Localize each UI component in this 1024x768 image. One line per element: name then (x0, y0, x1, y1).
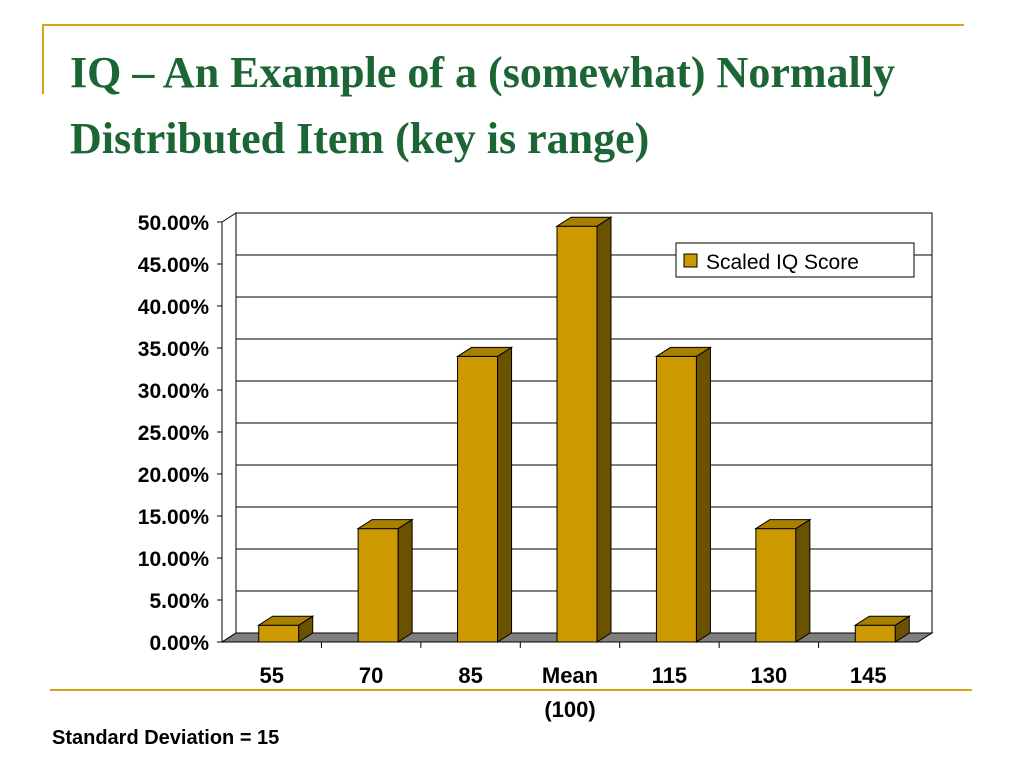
bar (457, 355, 499, 643)
bar-top (853, 615, 911, 626)
bar-top (555, 216, 613, 227)
bar (258, 624, 300, 643)
y-tick-label: 50.00% (138, 212, 210, 235)
left-accent-line (42, 24, 44, 94)
bar (755, 528, 797, 643)
slide-title: IQ – An Example of a (somewhat) Normally… (70, 48, 895, 163)
legend-label: Scaled IQ Score (706, 251, 859, 274)
x-tick-label: 55 (259, 663, 283, 688)
bar-top (257, 615, 315, 626)
footnote: Standard Deviation = 15 (52, 727, 280, 749)
legend-swatch (683, 253, 698, 268)
y-tick-label: 5.00% (149, 590, 209, 613)
y-tick-label: 25.00% (138, 422, 210, 445)
bar-side (795, 518, 811, 643)
legend-box (675, 242, 915, 278)
bar (357, 528, 399, 643)
bar-top (754, 519, 812, 530)
bar (556, 225, 598, 643)
bar-top (356, 519, 414, 530)
x-tick-label: 130 (750, 663, 787, 688)
bar-top (654, 346, 713, 357)
bar (854, 624, 896, 643)
y-tick-label: 45.00% (138, 254, 210, 277)
y-tick-label: 10.00% (138, 548, 210, 571)
y-tick-label: 30.00% (138, 380, 210, 403)
y-tick-label: 0.00% (149, 632, 209, 655)
bottom-accent-line (50, 689, 972, 691)
y-tick-label: 15.00% (138, 506, 210, 529)
y-tick-label: 20.00% (138, 464, 210, 487)
bar-side (397, 518, 413, 643)
x-tick-label: 145 (850, 663, 887, 688)
bar-side (596, 216, 612, 643)
x-tick-label: 115 (652, 663, 688, 688)
y-tick-label: 35.00% (138, 338, 210, 361)
x-tick-label: 85 (458, 663, 482, 688)
y-tick-label: 40.00% (138, 296, 210, 319)
top-accent-line (42, 24, 964, 26)
bar-top (455, 346, 514, 357)
x-tick-label: Mean (542, 663, 598, 688)
x-tick-label: 70 (359, 663, 383, 688)
bar-side (695, 346, 711, 643)
plot-side-wall (221, 212, 237, 643)
x-tick-label: (100) (544, 697, 595, 722)
bar-side (497, 346, 513, 643)
bar (655, 355, 697, 643)
